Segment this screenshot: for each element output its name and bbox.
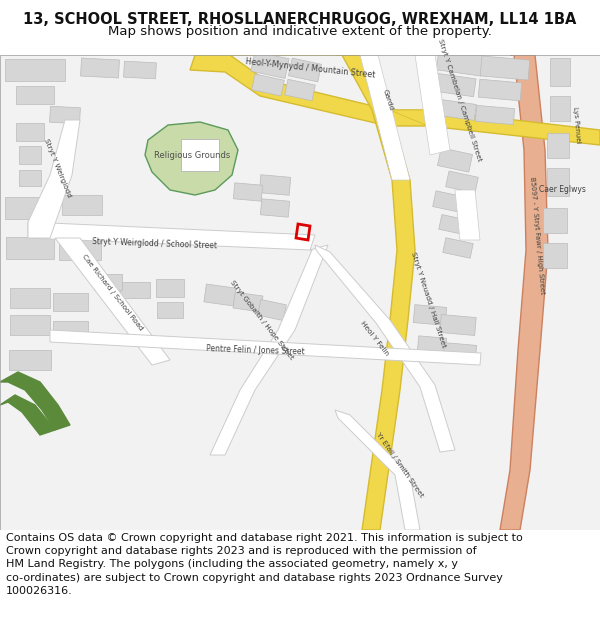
Polygon shape [156,279,184,297]
Polygon shape [181,139,219,171]
Polygon shape [0,372,70,430]
Polygon shape [16,123,44,141]
Text: Lys Penuei: Lys Penuei [572,106,581,144]
Text: Cae Richard / School Road: Cae Richard / School Road [80,253,143,331]
Polygon shape [550,96,570,121]
Polygon shape [436,48,484,76]
Polygon shape [233,292,263,312]
Polygon shape [478,79,522,101]
Polygon shape [443,238,473,258]
Polygon shape [360,55,410,180]
Polygon shape [5,59,65,81]
Polygon shape [439,214,471,236]
Polygon shape [9,350,51,370]
Text: Pentre Felin / Jones Street: Pentre Felin / Jones Street [206,344,304,356]
Text: Map shows position and indicative extent of the property.: Map shows position and indicative extent… [108,26,492,39]
Polygon shape [55,238,170,365]
Polygon shape [480,56,530,80]
Text: Stryt Y Weirglodd / School Street: Stryt Y Weirglodd / School Street [92,238,218,251]
Polygon shape [190,55,600,145]
Polygon shape [289,58,322,82]
Text: Heol Y Felin: Heol Y Felin [360,319,390,356]
Polygon shape [28,120,80,238]
Text: Stryt Y Cambelan / Campbell Street: Stryt Y Cambelan / Campbell Street [437,38,483,162]
Polygon shape [157,302,183,318]
Text: Yr Efail / Smith Street: Yr Efail / Smith Street [375,431,425,499]
Polygon shape [230,55,430,126]
Polygon shape [284,79,316,101]
Polygon shape [145,122,238,195]
Polygon shape [16,86,54,104]
Polygon shape [210,245,328,455]
Text: Caer Eglwys: Caer Eglwys [539,186,586,194]
Polygon shape [6,237,54,259]
Polygon shape [543,242,567,268]
Polygon shape [434,73,476,97]
Polygon shape [50,330,481,365]
Polygon shape [0,395,55,435]
Polygon shape [28,222,315,250]
Polygon shape [475,106,515,124]
Polygon shape [124,61,157,79]
Polygon shape [547,168,569,196]
Polygon shape [260,199,290,217]
Polygon shape [80,58,119,78]
Polygon shape [415,55,450,155]
Text: B5097 - Y Stryt Fawr / High Street: B5097 - Y Stryt Fawr / High Street [529,176,545,294]
Polygon shape [433,191,467,213]
Polygon shape [10,288,50,308]
Polygon shape [59,240,101,260]
Polygon shape [440,99,476,121]
Text: Gardd: Gardd [382,89,394,111]
Text: Stryt Gobaith / Hope Street: Stryt Gobaith / Hope Street [229,279,295,361]
Polygon shape [62,195,102,215]
Polygon shape [413,304,447,326]
Polygon shape [315,245,455,452]
Polygon shape [120,282,150,298]
Text: Heol-Y-Mynydd / Mountain Street: Heol-Y-Mynydd / Mountain Street [245,57,376,79]
Polygon shape [547,132,569,158]
Polygon shape [204,284,236,306]
Polygon shape [550,58,570,86]
Polygon shape [53,293,88,311]
Polygon shape [5,197,55,219]
Polygon shape [500,55,548,530]
Text: Stryt Y Neuadd / Hall Street: Stryt Y Neuadd / Hall Street [410,251,446,349]
Text: 13, SCHOOL STREET, RHOSLLANERCHRUGOG, WREXHAM, LL14 1BA: 13, SCHOOL STREET, RHOSLLANERCHRUGOG, WR… [23,12,577,27]
Polygon shape [50,106,80,124]
Polygon shape [437,148,473,172]
Polygon shape [259,175,291,195]
Polygon shape [335,55,415,530]
Polygon shape [257,299,286,321]
Polygon shape [10,315,50,335]
Polygon shape [53,321,88,339]
Polygon shape [455,190,480,240]
Polygon shape [335,410,420,530]
Text: Religious Grounds: Religious Grounds [154,151,230,159]
Polygon shape [443,342,476,361]
Polygon shape [440,314,476,336]
Text: Contains OS data © Crown copyright and database right 2021. This information is : Contains OS data © Crown copyright and d… [6,533,523,596]
Polygon shape [446,171,478,193]
Text: Stryt Y Weirglodd: Stryt Y Weirglodd [43,138,73,198]
Polygon shape [19,146,41,164]
Polygon shape [94,274,122,290]
Polygon shape [543,208,567,232]
Polygon shape [418,336,446,354]
Polygon shape [251,74,284,96]
Polygon shape [233,182,263,201]
Polygon shape [19,170,41,186]
Polygon shape [251,52,289,78]
